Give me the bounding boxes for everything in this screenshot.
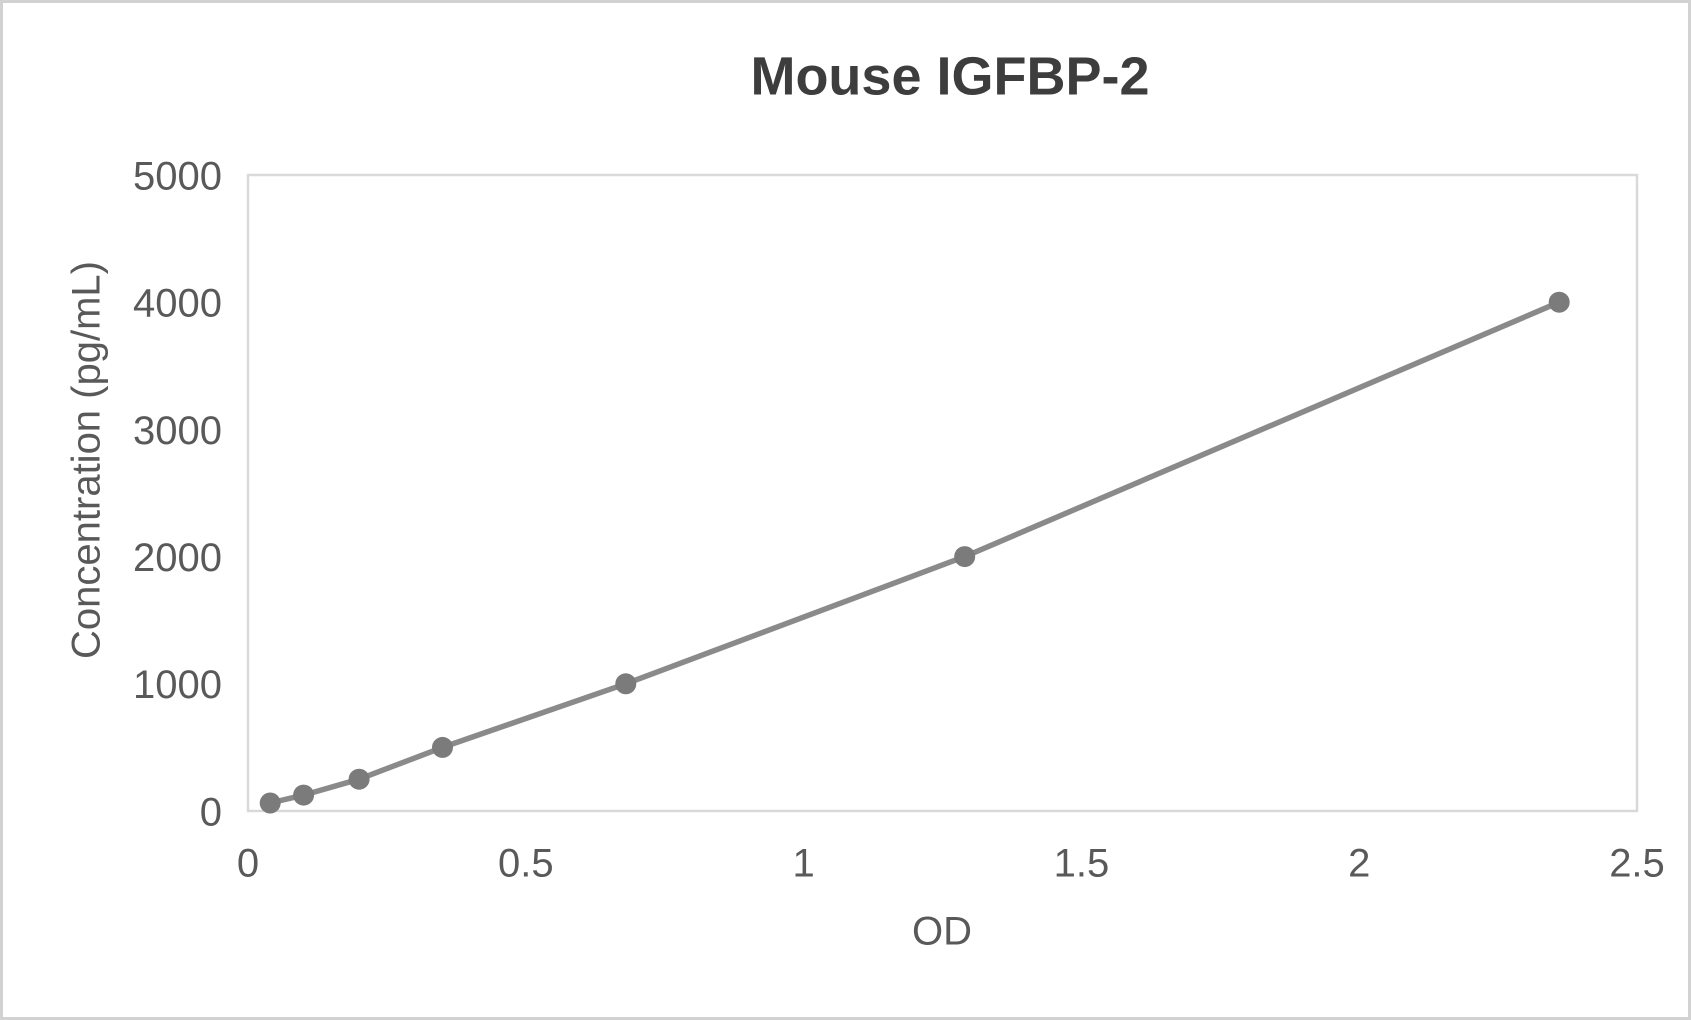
x-tick-label: 2.5 xyxy=(1609,841,1665,885)
y-tick-label: 4000 xyxy=(133,282,222,326)
plot-area xyxy=(246,173,1639,813)
y-tick-label: 3000 xyxy=(133,409,222,453)
data-point-marker xyxy=(954,546,976,568)
x-tick-label: 0 xyxy=(237,841,259,885)
chart-title: Mouse IGFBP-2 xyxy=(750,46,1149,106)
x-tick-label: 1 xyxy=(792,841,814,885)
series-standard-curve xyxy=(259,291,1570,814)
x-tick-label: 0.5 xyxy=(498,841,554,885)
data-point-marker xyxy=(348,768,370,790)
x-axis-tick-labels: 0 0.5 1 1.5 2 2.5 xyxy=(237,841,1665,885)
series-line xyxy=(267,299,1562,806)
y-tick-label: 1000 xyxy=(133,663,222,707)
x-tick-label: 2 xyxy=(1348,841,1370,885)
data-point-marker xyxy=(293,784,315,806)
y-tick-label: 5000 xyxy=(133,154,222,198)
y-tick-label: 2000 xyxy=(133,536,222,580)
x-tick-label: 1.5 xyxy=(1054,841,1110,885)
y-axis-tick-labels: 0 1000 2000 3000 4000 5000 xyxy=(133,154,222,834)
data-point-marker xyxy=(615,673,637,695)
x-axis-title: OD xyxy=(912,909,972,953)
data-point-marker xyxy=(432,736,453,758)
y-tick-label: 0 xyxy=(200,790,222,834)
data-point-marker xyxy=(259,792,281,814)
data-point-marker xyxy=(1548,291,1570,313)
y-axis-title: Concentration (pg/mL) xyxy=(64,261,108,659)
